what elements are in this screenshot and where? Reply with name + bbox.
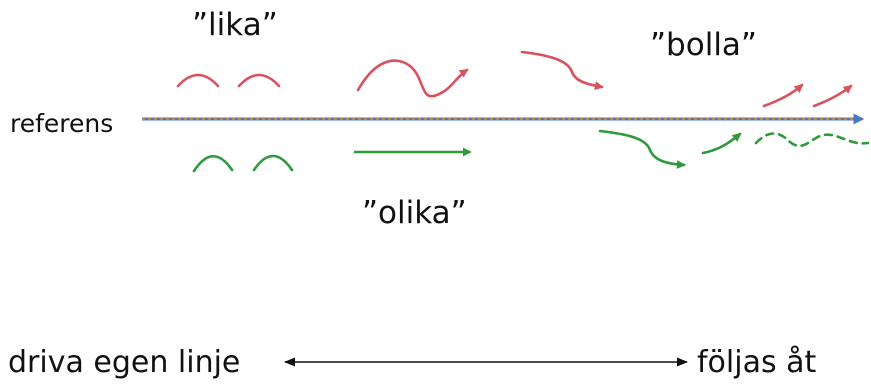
lika-red-arc-2 — [237, 73, 281, 88]
bolla-red-arrow-1 — [520, 50, 604, 90]
label-referens: referens — [10, 109, 113, 138]
bolla-green-arrow-2 — [701, 132, 742, 155]
bolla-green-dashed-wave — [754, 132, 870, 148]
lika-green-arc-1 — [192, 154, 234, 173]
bolla-red-arrow-3 — [812, 84, 853, 108]
wavy-red-arrow — [356, 59, 469, 98]
lika-red-arc-1 — [176, 73, 220, 88]
bolla-green-arrow-1 — [598, 129, 686, 169]
lika-green-arc-2 — [252, 154, 294, 172]
lika-curves — [176, 73, 281, 88]
label-lika: ”lika” — [192, 7, 278, 43]
label-bolla: ”bolla” — [650, 27, 757, 63]
bolla-red-arrow-2 — [762, 83, 804, 108]
label-olika: ”olika” — [362, 195, 467, 231]
label-foljas-at: följas åt — [697, 345, 817, 380]
label-driva-egen-linje: driva egen linje — [8, 345, 240, 380]
lika-green-curves — [192, 154, 294, 173]
